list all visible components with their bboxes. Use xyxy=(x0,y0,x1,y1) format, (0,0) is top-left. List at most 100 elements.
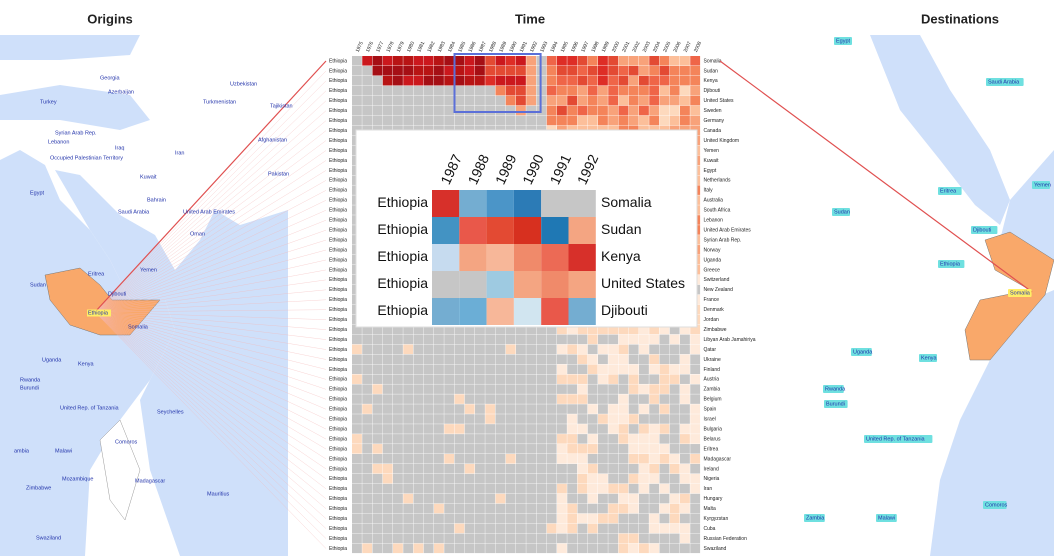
destination-label: Norway xyxy=(704,247,721,253)
origin-label: Ethiopia xyxy=(329,506,347,512)
heat-cell xyxy=(628,523,639,534)
heat-cell xyxy=(526,324,537,335)
heat-cell xyxy=(505,384,516,394)
origin-map-label: United Arab Emirates xyxy=(183,209,235,215)
heat-cell xyxy=(382,424,393,434)
heat-cell xyxy=(536,513,547,524)
heat-cell xyxy=(423,404,434,414)
heat-cell xyxy=(598,105,608,116)
heat-cell xyxy=(526,384,537,394)
destination-label: Zambia xyxy=(704,387,721,393)
heat-cell xyxy=(444,384,455,394)
heat-cell xyxy=(680,473,690,484)
heat-cell xyxy=(352,95,362,106)
heat-cell xyxy=(598,344,608,355)
heat-cell xyxy=(393,493,403,504)
heat-cell xyxy=(557,75,567,86)
heat-cell xyxy=(382,364,393,374)
heat-cell xyxy=(464,434,475,444)
heat-cell xyxy=(567,56,578,66)
heat-cell xyxy=(526,493,537,504)
heat-cell xyxy=(444,533,455,544)
heat-cell xyxy=(557,414,567,424)
year-label: 1997 xyxy=(580,41,590,54)
heat-cell xyxy=(587,115,598,126)
heat-cell xyxy=(516,404,526,414)
heat-cell xyxy=(423,56,434,66)
heat-cell xyxy=(516,95,526,106)
year-label: 2004 xyxy=(652,41,662,54)
destination-label: Eritrea xyxy=(704,446,719,452)
heat-cell xyxy=(505,334,516,345)
heat-cell xyxy=(454,533,465,544)
heat-cell xyxy=(649,543,660,554)
heat-cell xyxy=(495,324,506,335)
heat-cell xyxy=(557,85,567,96)
heat-cell xyxy=(669,444,680,454)
heat-cell xyxy=(526,65,537,76)
heat-cell xyxy=(362,334,373,345)
heat-cell xyxy=(669,85,680,96)
heat-cell xyxy=(557,483,567,494)
heat-cell xyxy=(475,56,485,66)
heat-cell xyxy=(382,523,393,534)
heat-cell xyxy=(464,75,475,86)
heat-cell xyxy=(639,344,649,355)
destination-map-label: Eritrea xyxy=(940,188,957,194)
heat-cell xyxy=(444,344,455,355)
heat-cell xyxy=(372,493,383,504)
inset-origin: Ethiopia xyxy=(377,302,428,318)
heat-cell xyxy=(536,344,547,355)
heat-cell xyxy=(372,473,383,484)
heat-cell xyxy=(608,364,619,374)
heat-cell xyxy=(516,85,526,96)
heat-cell xyxy=(382,115,393,126)
origin-label: Ethiopia xyxy=(329,466,347,472)
heat-cell xyxy=(485,85,496,96)
heat-cell xyxy=(516,483,526,494)
heat-cell xyxy=(546,434,557,444)
destination-map-label: Ethiopia xyxy=(940,261,961,267)
heat-cell xyxy=(413,444,424,454)
heat-cell xyxy=(618,56,629,66)
fan-line xyxy=(94,120,327,313)
fan-line xyxy=(94,249,327,313)
inset-origin: Ethiopia xyxy=(377,275,428,291)
heat-cell xyxy=(352,473,362,484)
heat-cell xyxy=(690,523,701,534)
heat-cell xyxy=(382,334,393,345)
heat-cell xyxy=(475,463,485,474)
heat-cell xyxy=(680,394,690,404)
origin-map-label: Syrian Arab Rep. xyxy=(55,130,97,136)
heat-cell xyxy=(413,473,424,484)
inset-destination: Somalia xyxy=(601,194,652,210)
heat-cell xyxy=(557,115,567,126)
heat-cell xyxy=(546,85,557,96)
heat-cell xyxy=(352,444,362,454)
heat-cell xyxy=(454,85,465,96)
heat-cell xyxy=(557,473,567,484)
origin-map-label: Georgia xyxy=(100,75,121,81)
heat-cell xyxy=(434,513,444,524)
heat-cell xyxy=(639,115,649,126)
heat-cell xyxy=(639,394,649,404)
heat-cell xyxy=(628,384,639,394)
heat-cell xyxy=(475,434,485,444)
destination-label: Switzerland xyxy=(704,277,730,283)
heat-cell xyxy=(413,75,424,86)
heat-cell xyxy=(690,105,701,116)
label-bg xyxy=(824,400,848,408)
heat-cell xyxy=(598,384,608,394)
inset-cell xyxy=(541,244,569,271)
heat-cell xyxy=(618,483,629,494)
inset-cell xyxy=(513,298,542,325)
year-label: 1980 xyxy=(406,41,416,54)
origin-map-label: Madagascar xyxy=(135,478,165,484)
heat-cell xyxy=(669,493,680,504)
destination-label: Nigeria xyxy=(704,476,720,482)
heat-cell xyxy=(454,434,465,444)
heat-cell xyxy=(352,394,362,404)
heat-cell xyxy=(618,394,629,404)
heat-cell xyxy=(649,374,660,384)
heat-cell xyxy=(352,503,362,514)
